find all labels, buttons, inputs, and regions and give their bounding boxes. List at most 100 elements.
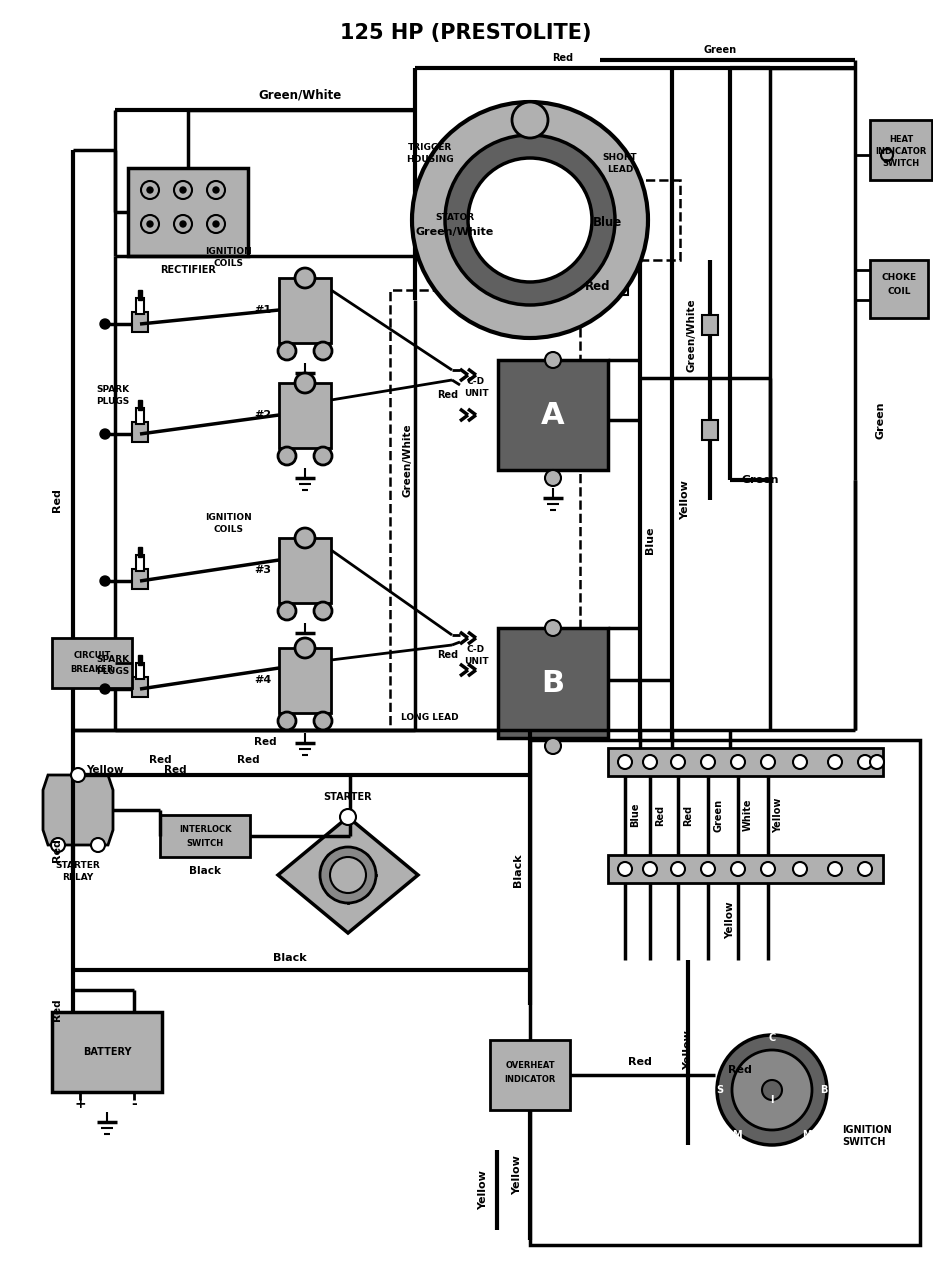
Text: SWITCH: SWITCH	[883, 159, 920, 168]
Text: Red: Red	[52, 838, 62, 862]
Bar	[136, 663, 144, 679]
Circle shape	[732, 1049, 812, 1130]
Text: White: White	[743, 799, 753, 831]
Circle shape	[793, 756, 807, 770]
Text: #1: #1	[255, 305, 272, 315]
Text: COILS: COILS	[213, 258, 243, 267]
Bar	[702, 315, 718, 335]
Polygon shape	[278, 817, 418, 932]
Text: Green: Green	[703, 45, 736, 55]
Text: Black: Black	[513, 854, 523, 887]
Circle shape	[314, 602, 332, 619]
Text: Black: Black	[273, 953, 307, 963]
Circle shape	[180, 187, 186, 193]
Text: Red: Red	[552, 53, 574, 64]
Bar	[132, 569, 148, 589]
Text: STARTER: STARTER	[56, 860, 101, 870]
Bar	[138, 399, 142, 410]
Circle shape	[174, 181, 192, 198]
Bar	[608, 748, 883, 776]
Bar	[132, 422, 148, 441]
Bar	[870, 259, 928, 318]
Circle shape	[618, 756, 632, 770]
Bar	[279, 647, 331, 714]
Text: COIL: COIL	[887, 287, 911, 296]
Text: +: +	[75, 1096, 86, 1110]
Circle shape	[91, 838, 105, 852]
Text: Yellow: Yellow	[683, 1030, 693, 1070]
Bar	[138, 547, 142, 557]
Text: PLUGS: PLUGS	[96, 667, 130, 675]
Text: Yellow: Yellow	[773, 798, 783, 833]
Circle shape	[207, 181, 225, 198]
Text: SPARK: SPARK	[96, 655, 130, 664]
Text: Red: Red	[52, 999, 62, 1021]
Text: IGNITION: IGNITION	[204, 514, 251, 523]
Text: LONG LEAD: LONG LEAD	[401, 714, 459, 722]
Text: Blue: Blue	[630, 803, 640, 827]
Circle shape	[180, 221, 186, 226]
Circle shape	[174, 215, 192, 233]
Circle shape	[330, 857, 366, 893]
Bar	[568, 212, 648, 234]
Text: SPARK: SPARK	[96, 385, 130, 394]
Text: Black: Black	[189, 866, 221, 876]
Text: Yellow: Yellow	[478, 1170, 488, 1210]
Circle shape	[141, 181, 159, 198]
Circle shape	[545, 738, 561, 754]
Text: BREAKER: BREAKER	[70, 665, 114, 674]
Text: #3: #3	[255, 565, 272, 575]
Circle shape	[468, 158, 592, 282]
Text: Blue: Blue	[593, 215, 622, 229]
Circle shape	[320, 847, 376, 903]
Text: OVERHEAT: OVERHEAT	[505, 1061, 555, 1070]
Bar	[568, 275, 628, 295]
Circle shape	[731, 862, 745, 876]
Text: STARTER: STARTER	[324, 792, 372, 803]
Text: 125 HP (PRESTOLITE): 125 HP (PRESTOLITE)	[341, 23, 592, 43]
Circle shape	[295, 268, 315, 287]
Bar	[498, 360, 608, 469]
Text: STATOR: STATOR	[436, 214, 475, 223]
Bar	[279, 383, 331, 448]
Text: RELAY: RELAY	[63, 873, 93, 881]
Text: Red: Red	[655, 804, 665, 826]
Text: Red: Red	[728, 1065, 752, 1075]
Bar	[136, 298, 144, 314]
Text: Green/White: Green/White	[687, 298, 697, 371]
Text: C-D: C-D	[466, 645, 485, 655]
Text: INTERLOCK: INTERLOCK	[179, 824, 231, 833]
Text: BATTERY: BATTERY	[83, 1047, 132, 1057]
Text: Red: Red	[163, 764, 187, 775]
Text: Yellow: Yellow	[86, 764, 124, 775]
Text: Red: Red	[254, 736, 276, 747]
Text: Green: Green	[875, 401, 885, 439]
Circle shape	[141, 215, 159, 233]
Text: Red: Red	[438, 391, 458, 399]
Circle shape	[278, 712, 296, 730]
Text: Red: Red	[683, 804, 693, 826]
Text: CIRCUIT: CIRCUIT	[74, 651, 111, 660]
Circle shape	[545, 619, 561, 636]
Text: Blue: Blue	[645, 527, 655, 553]
Circle shape	[545, 469, 561, 486]
Circle shape	[213, 187, 219, 193]
Bar	[132, 677, 148, 697]
Circle shape	[412, 102, 648, 338]
Bar	[138, 655, 142, 665]
Circle shape	[207, 215, 225, 233]
Bar	[279, 279, 331, 343]
Text: IGNITION: IGNITION	[204, 248, 251, 257]
Bar	[490, 1040, 570, 1110]
Bar	[390, 290, 580, 730]
Bar	[136, 555, 144, 571]
Bar	[132, 312, 148, 332]
Text: UNIT: UNIT	[464, 389, 488, 398]
Text: SWITCH: SWITCH	[842, 1137, 885, 1147]
Text: B: B	[541, 669, 564, 697]
Text: S: S	[717, 1085, 724, 1095]
Text: Red: Red	[237, 756, 259, 764]
Circle shape	[340, 809, 356, 826]
Circle shape	[761, 862, 775, 876]
Text: PLUGS: PLUGS	[96, 397, 130, 406]
